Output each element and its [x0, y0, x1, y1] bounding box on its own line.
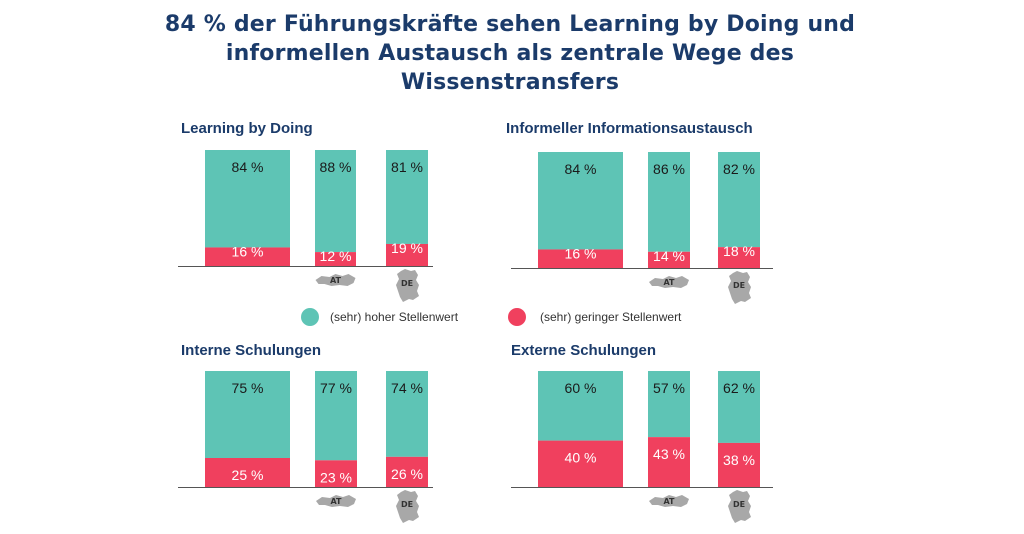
data-label-high: 84 % [565, 161, 597, 177]
bar-high [315, 150, 356, 253]
legend: (sehr) hoher Stellenwert (sehr) geringer … [301, 308, 682, 326]
data-label-high: 60 % [565, 380, 597, 396]
bar-low [205, 458, 290, 487]
legend-swatch [301, 308, 319, 326]
panel-title: Informeller Informationsaustausch [506, 120, 753, 137]
bar-low [718, 247, 760, 268]
germany-map-icon: DE [728, 490, 751, 523]
austria-map-icon: AT [649, 495, 689, 507]
data-label-high: 57 % [653, 380, 685, 396]
bar-high [205, 371, 290, 458]
bar-low [315, 252, 356, 266]
bar-low [648, 251, 690, 268]
data-label-low: 43 % [653, 446, 685, 462]
data-label-low: 26 % [391, 466, 423, 482]
data-label-high: 62 % [723, 380, 755, 396]
legend-label: (sehr) hoher Stellenwert [330, 310, 459, 324]
bar-low [718, 442, 760, 487]
tick-label: AT [330, 497, 342, 506]
bar-low [386, 456, 428, 487]
tick-label: AT [663, 497, 675, 506]
tick-label: DE [733, 281, 745, 290]
data-label-high: 81 % [391, 159, 423, 175]
data-label-high: 84 % [232, 159, 264, 175]
data-label-low: 25 % [232, 467, 264, 483]
data-label-high: 82 % [723, 161, 755, 177]
panel-title: Externe Schulungen [511, 342, 656, 359]
chart-panel-1: Learning by Doing 84 % 16 % 88 % 12 % AT 81 % 1… [178, 120, 433, 302]
legend-label: (sehr) geringer Stellenwert [540, 310, 682, 324]
data-label-high: 74 % [391, 380, 423, 396]
tick-label: AT [663, 278, 675, 287]
chart-panel-3: Interne Schulungen 75 % 25 % 77 % 23 % AT 74 %… [178, 342, 433, 523]
bar-high [386, 371, 428, 457]
bar-low [386, 243, 428, 266]
bar-low [315, 460, 357, 487]
panel-title: Learning by Doing [181, 120, 313, 137]
austria-map-shape [649, 495, 689, 507]
chart-title: 84 % der Führungskräfte sehen Learning b… [164, 12, 856, 95]
germany-map-shape [396, 490, 419, 523]
data-label-high: 75 % [232, 380, 264, 396]
tick-label: AT [330, 276, 342, 285]
bar-high [538, 152, 623, 250]
austria-map-icon: AT [315, 274, 356, 286]
bar-high [538, 371, 623, 441]
austria-map-icon: AT [316, 495, 356, 507]
austria-map-icon: AT [649, 276, 689, 288]
bar-high [205, 150, 290, 248]
germany-map-icon: DE [728, 271, 751, 304]
austria-map-shape [315, 274, 356, 286]
data-label-high: 88 % [320, 159, 352, 175]
bar-high [315, 371, 357, 461]
bar-high [386, 150, 428, 244]
data-label-low: 23 % [320, 469, 352, 485]
legend-swatch [508, 308, 526, 326]
data-label-low: 12 % [320, 248, 352, 264]
bar-low [538, 249, 623, 268]
bar-high [648, 371, 690, 438]
tick-label: DE [401, 279, 413, 288]
data-label-low: 40 % [565, 450, 597, 466]
data-label-low: 14 % [653, 248, 685, 264]
tick-label: DE [733, 500, 745, 509]
data-label-low: 19 % [391, 240, 423, 256]
bar-low [538, 440, 623, 487]
data-label-low: 18 % [723, 243, 755, 259]
tick-label: DE [401, 500, 413, 509]
germany-map-shape [396, 269, 419, 302]
germany-map-shape [728, 271, 751, 304]
chart-panel-2: Informeller Informationsaustausch 84 % 16 … [506, 120, 773, 304]
data-label-low: 16 % [232, 243, 264, 259]
data-label-low: 38 % [723, 452, 755, 468]
germany-map-icon: DE [396, 490, 419, 523]
bar-low [205, 247, 290, 266]
data-label-low: 16 % [565, 245, 597, 261]
bar-high [718, 152, 760, 248]
bar-high [718, 371, 760, 443]
germany-map-shape [728, 490, 751, 523]
austria-map-shape [316, 495, 356, 507]
austria-map-shape [649, 276, 689, 288]
chart-panel-4: Externe Schulungen 60 % 40 % 57 % 43 % AT 62 %… [511, 342, 773, 523]
panel-title: Interne Schulungen [181, 342, 321, 359]
germany-map-icon: DE [396, 269, 419, 302]
bar-high [648, 152, 690, 252]
data-label-high: 86 % [653, 161, 685, 177]
bar-low [648, 437, 690, 487]
data-label-high: 77 % [320, 380, 352, 396]
